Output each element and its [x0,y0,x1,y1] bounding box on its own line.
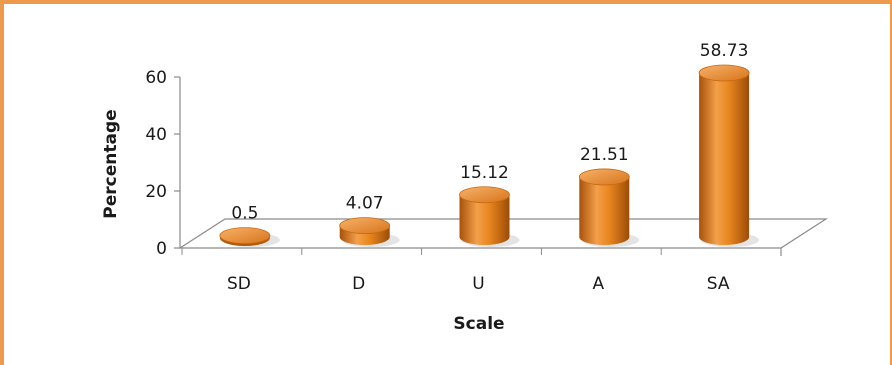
y-axis-title: Percentage [101,109,121,218]
bar-body [459,194,510,245]
y-tick-label: 20 [145,182,167,202]
y-tick-label: 0 [156,239,167,259]
y-tick-label: 40 [145,125,167,145]
bar-sd [219,227,280,247]
x-tick-label: SA [707,274,730,294]
bar-cap [459,186,510,204]
bar-cap [578,168,630,186]
bar-cap [339,217,391,235]
data-labels: 0.5 4.07 15.12 21.51 58.73 [231,41,748,224]
y-tick-label: 60 [145,68,167,88]
bar-body [699,72,750,246]
x-tick-labels: SD D U A SA [227,274,730,294]
bar-a [578,168,640,247]
bar-cap [219,227,271,245]
data-label: 21.51 [580,145,629,165]
bar-sa [698,64,760,247]
bar-body [579,176,630,245]
data-label: 0.5 [231,204,258,224]
x-tick-label: A [592,274,604,294]
bar-d [339,217,400,247]
x-axis-title: Scale [453,314,504,334]
bar-cap [698,64,750,82]
x-tick-label: U [472,274,484,294]
bar-u [459,186,520,247]
x-tick-label: D [352,274,365,294]
x-tick-label: SD [227,274,251,294]
data-label: 4.07 [346,194,384,214]
data-label: 15.12 [460,163,509,183]
y-axis: 0 20 40 60 [145,68,181,259]
data-label: 58.73 [700,41,749,61]
bars [219,64,760,247]
